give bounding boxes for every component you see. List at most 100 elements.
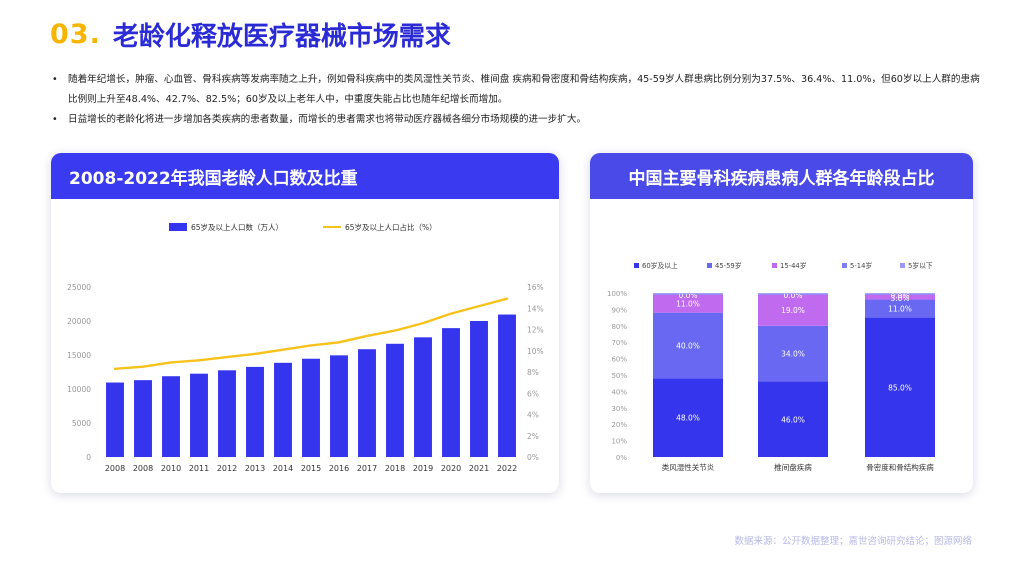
population-bar xyxy=(358,349,376,457)
stacked-segment xyxy=(653,378,723,457)
population-bar xyxy=(386,343,404,457)
y-tick-label: 30% xyxy=(611,405,627,413)
x-tick-label: 2022 xyxy=(497,464,517,473)
segment-value-label: 11.0% xyxy=(676,300,700,309)
legend-bar-swatch xyxy=(169,223,187,231)
segment-value-label: 0.0% xyxy=(678,291,697,300)
legend-swatch xyxy=(900,263,905,268)
x-tick-label: 2020 xyxy=(441,464,461,473)
y-tick-label: 0% xyxy=(616,454,627,462)
legend-label: 65岁及以上人口数（万人） xyxy=(191,222,283,232)
legend-label: 65岁及以上人口占比（%） xyxy=(345,222,437,232)
y-tick-label: 100% xyxy=(607,290,627,298)
population-bar xyxy=(414,337,432,457)
y-tick-label: 50% xyxy=(611,372,627,380)
x-tick-label: 2017 xyxy=(357,464,377,473)
stacked-segment xyxy=(865,294,935,300)
population-bar xyxy=(218,370,236,457)
y-right-tick-label: 2% xyxy=(527,432,539,441)
y-right-tick-label: 0% xyxy=(527,453,539,462)
orthopedic-age-card: 中国主要骨科疾病患病人群各年龄段占比 60岁及以上 45-59岁 15-44岁 5-1… xyxy=(590,153,973,493)
population-bar xyxy=(498,314,516,457)
segment-value-label: 11.0% xyxy=(888,305,912,314)
y-tick-label: 70% xyxy=(611,339,627,347)
legend-swatch xyxy=(772,263,777,268)
stacked-segment xyxy=(865,299,935,318)
segment-value-label: 34.0% xyxy=(781,350,805,359)
x-tick-label: 2021 xyxy=(469,464,489,473)
y-tick-label: 20% xyxy=(611,421,627,429)
y-tick-label: 60% xyxy=(611,356,627,364)
stacked-segment xyxy=(758,381,828,457)
segment-value-label: 0.0% xyxy=(890,291,909,300)
stacked-segment xyxy=(653,293,723,295)
stacked-segment xyxy=(758,325,828,382)
bullet-item: • 日益增长的老龄化将进一步增加各类疾病的患者数量，而增长的患者需求也将带动医疗… xyxy=(52,110,982,130)
population-bar xyxy=(442,328,460,457)
y-left-tick-label: 20000 xyxy=(67,317,91,326)
y-right-tick-label: 16% xyxy=(527,283,544,292)
section-number: 03. xyxy=(50,18,101,50)
segment-value-label: 85.0% xyxy=(888,383,912,392)
x-tick-label: 2011 xyxy=(189,464,209,473)
population-bar xyxy=(274,362,292,457)
legend-swatch xyxy=(707,263,712,268)
bullet-text: 日益增长的老龄化将进一步增加各类疾病的患者数量，而增长的患者需求也将带动医疗器械… xyxy=(68,114,587,125)
y-left-tick-label: 25000 xyxy=(67,283,91,292)
x-category-label: 骨密度和骨结构疾病 xyxy=(866,462,934,472)
x-tick-label: 2008 xyxy=(133,464,153,473)
segment-value-label: 40.0% xyxy=(676,341,700,350)
legend-label: 60岁及以上 xyxy=(642,261,678,270)
orthopedic-age-chart: 60岁及以上 45-59岁 15-44岁 5-14岁 5岁以下 0% 10% 20% 30% 40… xyxy=(607,261,935,472)
y-right-tick-label: 4% xyxy=(527,411,539,420)
y-tick-label: 80% xyxy=(611,323,627,331)
stacked-segment xyxy=(653,293,723,294)
segment-value-label: 0.0% xyxy=(890,286,909,295)
x-tick-label: 2019 xyxy=(413,464,433,473)
x-tick-label: 2018 xyxy=(385,464,405,473)
y-left-tick-label: 5000 xyxy=(72,419,91,428)
stacked-segment xyxy=(758,293,828,295)
y-tick-label: 10% xyxy=(611,438,627,446)
aging-population-chart: 65岁及以上人口数（万人） 65岁及以上人口占比（%） 0 5000 10000 1500… xyxy=(67,222,544,473)
population-bar xyxy=(330,355,348,457)
bullet-text: 随着年纪增长，肿瘤、心血管、骨科疾病等发病率随之上升，例如骨科疾病中的类风湿性关… xyxy=(68,74,980,105)
stacked-segment xyxy=(865,293,935,295)
segment-value-label: 3.0% xyxy=(890,294,909,303)
stacked-segment xyxy=(653,312,723,379)
y-right-tick-label: 10% xyxy=(527,347,544,356)
segment-value-label: 48.0% xyxy=(676,414,700,423)
x-tick-label: 2014 xyxy=(273,464,293,473)
y-tick-label: 90% xyxy=(611,306,627,314)
stacked-segment xyxy=(865,293,935,294)
bullet-list: • 随着年纪增长，肿瘤、心血管、骨科疾病等发病率随之上升，例如骨科疾病中的类风湿… xyxy=(52,70,982,130)
stacked-segment xyxy=(758,294,828,326)
x-tick-label: 2012 xyxy=(217,464,237,473)
population-bar xyxy=(106,382,124,457)
y-left-tick-label: 10000 xyxy=(67,385,91,394)
population-bar xyxy=(246,366,264,457)
segment-value-label: 0.0% xyxy=(783,291,802,300)
population-bar xyxy=(134,380,152,457)
segment-value-label: 19.0% xyxy=(781,306,805,315)
section-title: 老龄化释放医疗器械市场需求 xyxy=(112,21,451,52)
legend-label: 15-44岁 xyxy=(780,261,807,270)
aging-population-card: 2008-2022年我国老龄人口数及比重 65岁及以上人口数（万人） 65岁及以上… xyxy=(51,153,559,493)
data-source-note: 数据来源：公开数据整理；嘉世咨询研究结论；图源网络 xyxy=(734,536,972,547)
bullet-dot-icon: • xyxy=(52,114,58,125)
legend-label: 5岁以下 xyxy=(908,261,933,270)
y-right-tick-label: 8% xyxy=(527,368,539,377)
x-tick-label: 2010 xyxy=(161,464,181,473)
legend-label: 5-14岁 xyxy=(850,261,872,270)
card-title: 2008-2022年我国老龄人口数及比重 xyxy=(51,153,559,199)
x-tick-label: 2013 xyxy=(245,464,265,473)
x-tick-label: 2015 xyxy=(301,464,321,473)
population-bar xyxy=(470,321,488,457)
segment-value-label: 46.0% xyxy=(781,415,805,424)
x-category-label: 类风湿性关节炎 xyxy=(662,462,715,472)
stacked-segment xyxy=(865,317,935,457)
y-right-tick-label: 14% xyxy=(527,304,544,313)
x-category-label: 椎间盘疾病 xyxy=(774,462,812,472)
population-bar xyxy=(162,376,180,457)
legend-swatch xyxy=(634,263,639,268)
